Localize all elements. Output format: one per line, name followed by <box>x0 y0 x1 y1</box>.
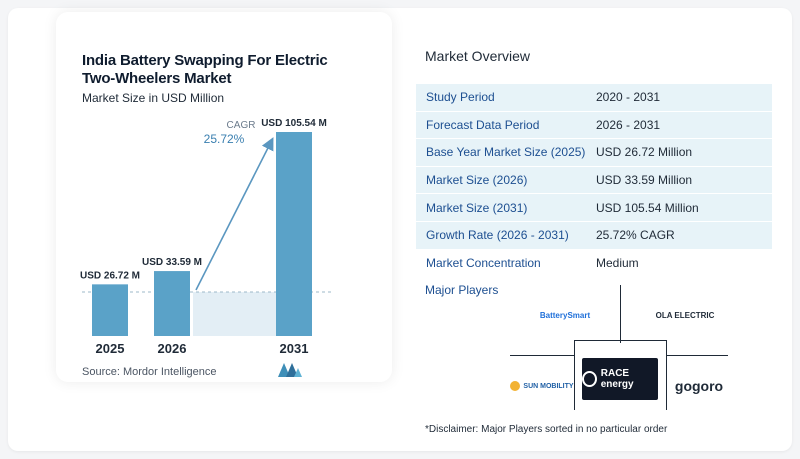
bar-2031 <box>276 132 312 336</box>
player-gogoro: gogoro <box>670 373 728 399</box>
overview-label: Market Size (2026) <box>426 173 528 188</box>
player-name: SUN MOBILITY <box>523 382 574 390</box>
overview-value: USD 105.54 Million <box>596 200 699 215</box>
chart-subtitle: Market Size in USD Million <box>82 91 225 105</box>
overview-label: Study Period <box>426 90 495 105</box>
bar-2026 <box>154 271 190 336</box>
divider <box>666 355 728 356</box>
overview-row: Base Year Market Size (2025) USD 26.72 M… <box>416 139 772 167</box>
overview-label: Forecast Data Period <box>426 117 540 132</box>
mordor-logo-icon <box>278 363 302 377</box>
cagr-value: 25.72% <box>204 132 245 146</box>
tick-label-2026: 2026 <box>158 341 187 356</box>
overview-row: Market Size (2026) USD 33.59 Million <box>416 166 772 195</box>
growth-area <box>193 292 276 336</box>
disclaimer: *Disclaimer: Major Players sorted in no … <box>425 424 668 435</box>
overview-row: Growth Rate (2026 - 2031) 25.72% CAGR <box>416 221 772 250</box>
overview-row: Forecast Data Period 2026 - 2031 <box>416 111 772 140</box>
divider <box>620 285 621 343</box>
divider <box>574 340 575 410</box>
overview-table: Study Period 2020 - 2031 Forecast Data P… <box>416 84 772 278</box>
data-label-2026: USD 33.59 M <box>142 257 202 268</box>
divider <box>510 355 575 356</box>
overview-value: Medium <box>596 255 639 270</box>
divider <box>666 340 667 410</box>
data-label-2025: USD 26.72 M <box>80 270 140 281</box>
sun-mobility-icon <box>510 381 521 391</box>
player-name: OLA ELECTRIC <box>655 310 715 320</box>
overview-label: Base Year Market Size (2025) <box>426 145 586 160</box>
race-logo-icon <box>582 371 597 387</box>
player-sun-mobility: SUN MOBILITY <box>510 373 574 399</box>
overview-value: USD 26.72 Million <box>596 145 693 160</box>
tick-label-2031: 2031 <box>280 341 309 356</box>
players-grid: BatterySmart OLA ELECTRIC SUN MOBILITY R… <box>500 285 740 415</box>
player-race-energy: RACE energy <box>582 358 658 400</box>
overview-value: USD 33.59 Million <box>596 173 693 188</box>
player-batterysmart: BatterySmart <box>520 307 610 323</box>
cagr-label: CAGR <box>227 120 256 131</box>
player-name: BatterySmart <box>539 310 591 320</box>
overview-row: Market Concentration Medium <box>416 250 772 278</box>
overview-value: 25.72% CAGR <box>596 228 675 243</box>
tick-label-2025: 2025 <box>96 341 125 356</box>
overview-value: 2026 - 2031 <box>596 117 661 132</box>
player-name: RACE energy <box>600 368 634 390</box>
player-ola-electric: OLA ELECTRIC <box>640 307 730 323</box>
player-name: gogoro <box>674 378 724 394</box>
overview-title: Market Overview <box>425 48 531 64</box>
overview-row: Study Period 2020 - 2031 <box>416 84 772 112</box>
cagr-arrow <box>195 137 274 291</box>
players-title: Major Players <box>425 283 499 297</box>
data-label-2031: USD 105.54 M <box>261 118 327 129</box>
overview-label: Growth Rate (2026 - 2031) <box>426 228 569 243</box>
bar-chart: USD 26.72 M 2025 USD 33.59 M 2026 USD 105.54… <box>80 118 332 356</box>
overview-label: Market Concentration <box>426 255 541 270</box>
chart-title: India Battery Swapping For Electric Two-… <box>82 52 328 87</box>
overview-row: Market Size (2031) USD 105.54 Million <box>416 194 772 222</box>
source-text: Source: Mordor Intelligence <box>82 366 217 378</box>
overview-label: Market Size (2031) <box>426 200 528 215</box>
bar-2025 <box>92 284 128 336</box>
overview-value: 2020 - 2031 <box>596 90 661 105</box>
divider <box>574 340 666 341</box>
